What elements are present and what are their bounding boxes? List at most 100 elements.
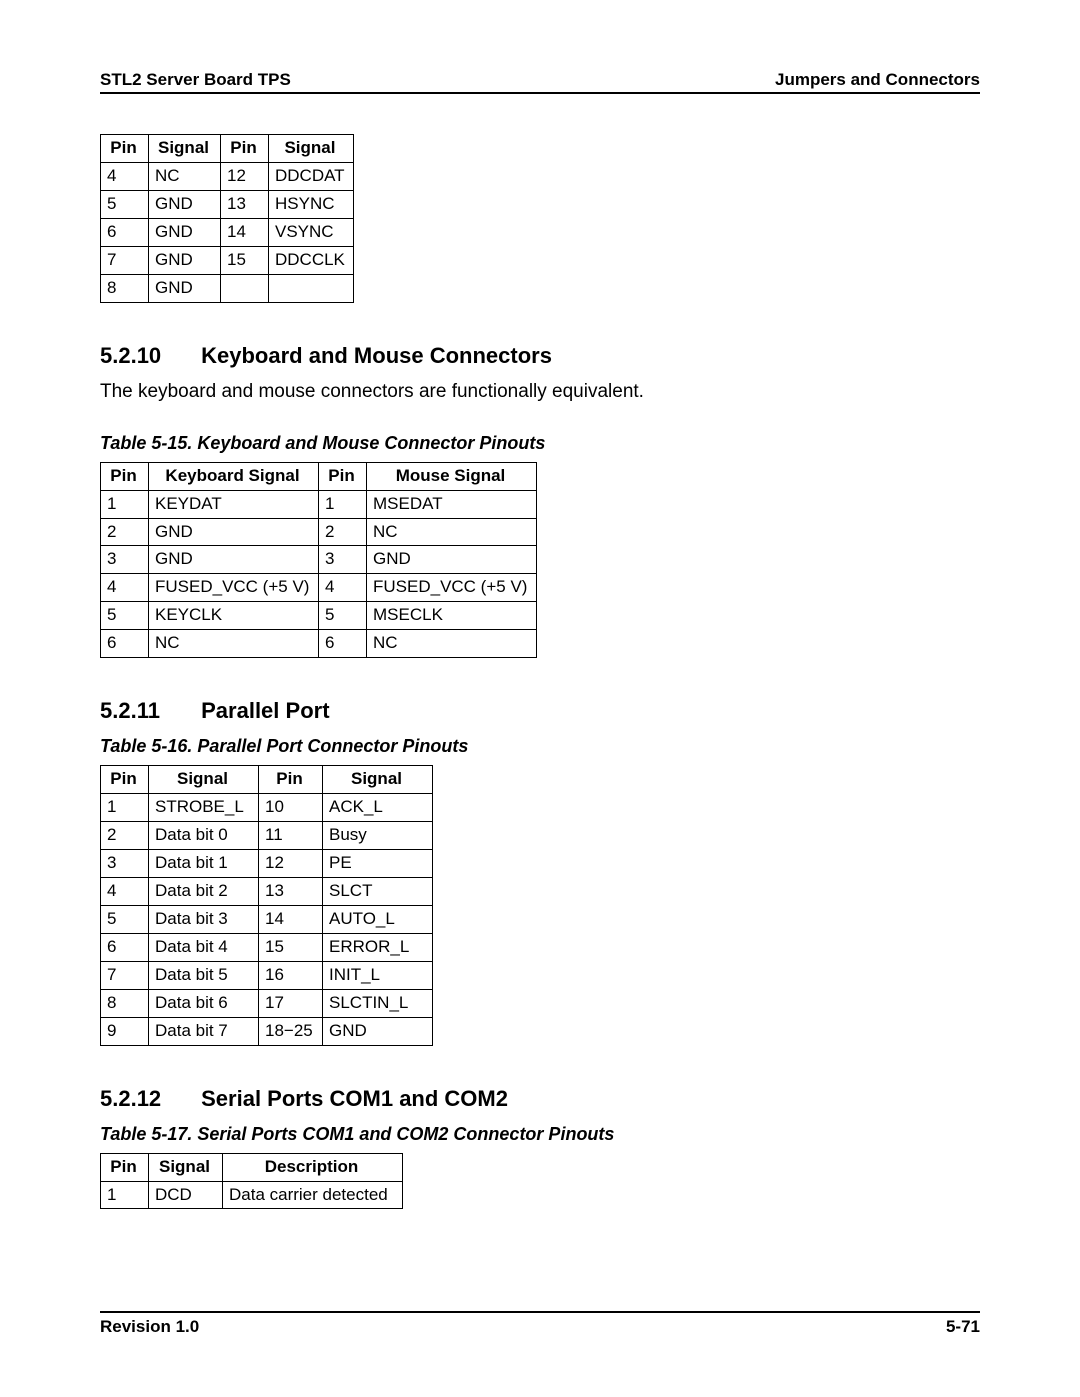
table-cell: PE — [323, 850, 433, 878]
serial-ports-table: Pin Signal Description 1DCDData carrier … — [100, 1153, 403, 1210]
col-header: Signal — [323, 766, 433, 794]
col-header: Pin — [319, 462, 367, 490]
section-title: Keyboard and Mouse Connectors — [201, 343, 552, 368]
table-cell: 12 — [221, 162, 269, 190]
table-cell: 11 — [259, 822, 323, 850]
table-cell: 15 — [259, 933, 323, 961]
table-cell: 17 — [259, 989, 323, 1017]
table-row: 6Data bit 415ERROR_L — [101, 933, 433, 961]
parallel-port-table: Pin Signal Pin Signal 1STROBE_L10ACK_L2D… — [100, 765, 433, 1045]
table-cell: Busy — [323, 822, 433, 850]
table-row: 7Data bit 516INIT_L — [101, 961, 433, 989]
table-cell: 4 — [101, 877, 149, 905]
table-cell: 5 — [101, 190, 149, 218]
table-row: 8GND — [101, 274, 354, 302]
table-cell: Data bit 7 — [149, 1017, 259, 1045]
table-cell: SLCT — [323, 877, 433, 905]
table-cell: 1 — [101, 490, 149, 518]
table-cell: 5 — [101, 905, 149, 933]
table-row: 4FUSED_VCC (+5 V)4FUSED_VCC (+5 V) — [101, 574, 537, 602]
table-cell: 14 — [221, 218, 269, 246]
col-header: Signal — [269, 135, 354, 163]
table-cell: GND — [149, 518, 319, 546]
table-header-row: Pin Signal Pin Signal — [101, 135, 354, 163]
table-cell: FUSED_VCC (+5 V) — [149, 574, 319, 602]
table-cell: 5 — [319, 602, 367, 630]
col-header: Pin — [221, 135, 269, 163]
table-cell: GND — [149, 546, 319, 574]
table-caption: Table 5-17. Serial Ports COM1 and COM2 C… — [100, 1124, 980, 1145]
table-row: 2GND2NC — [101, 518, 537, 546]
table-cell: Data bit 4 — [149, 933, 259, 961]
footer-left: Revision 1.0 — [100, 1317, 199, 1337]
table-cell: DDCDAT — [269, 162, 354, 190]
col-header: Keyboard Signal — [149, 462, 319, 490]
table-body: 4NC12DDCDAT5GND13HSYNC6GND14VSYNC7GND15D… — [101, 162, 354, 302]
table-row: 3Data bit 112PE — [101, 850, 433, 878]
table-cell: AUTO_L — [323, 905, 433, 933]
table-header-row: Pin Signal Description — [101, 1153, 403, 1181]
page-header: STL2 Server Board TPS Jumpers and Connec… — [100, 70, 980, 94]
table-cell: 4 — [319, 574, 367, 602]
table-cell: 6 — [101, 630, 149, 658]
section-heading: 5.2.10 Keyboard and Mouse Connectors — [100, 343, 980, 369]
table-body: 1STROBE_L10ACK_L2Data bit 011Busy3Data b… — [101, 794, 433, 1045]
section-number: 5.2.12 — [100, 1086, 195, 1112]
table-cell: 18−25 — [259, 1017, 323, 1045]
table-cell: 4 — [101, 574, 149, 602]
table-row: 4NC12DDCDAT — [101, 162, 354, 190]
table-cell: NC — [149, 630, 319, 658]
table-cell: 7 — [101, 961, 149, 989]
col-header: Pin — [101, 135, 149, 163]
table-cell: 3 — [101, 546, 149, 574]
table-cell: 3 — [101, 850, 149, 878]
col-header: Pin — [101, 1153, 149, 1181]
table-cell: Data bit 1 — [149, 850, 259, 878]
table-cell: 10 — [259, 794, 323, 822]
table-cell: 15 — [221, 246, 269, 274]
section-parallel-port: 5.2.11 Parallel Port Table 5-16. Paralle… — [100, 698, 980, 1045]
table-row: 2Data bit 011Busy — [101, 822, 433, 850]
section-keyboard-mouse: 5.2.10 Keyboard and Mouse Connectors The… — [100, 343, 980, 659]
table-cell: Data bit 6 — [149, 989, 259, 1017]
table-row: 1DCDData carrier detected — [101, 1181, 403, 1209]
table-row: 1KEYDAT1MSEDAT — [101, 490, 537, 518]
col-header: Mouse Signal — [367, 462, 537, 490]
table-cell: GND — [149, 274, 221, 302]
section-title: Parallel Port — [201, 698, 329, 723]
table-row: 5GND13HSYNC — [101, 190, 354, 218]
table-cell: 13 — [259, 877, 323, 905]
table-body: 1KEYDAT1MSEDAT2GND2NC3GND3GND4FUSED_VCC … — [101, 490, 537, 658]
table-cell: 4 — [101, 162, 149, 190]
table-cell: Data bit 5 — [149, 961, 259, 989]
table-cell: 1 — [101, 1181, 149, 1209]
table-cell: HSYNC — [269, 190, 354, 218]
table-cell: 6 — [101, 933, 149, 961]
page: STL2 Server Board TPS Jumpers and Connec… — [0, 0, 1080, 1397]
table-cell: 1 — [101, 794, 149, 822]
page-footer: Revision 1.0 5-71 — [100, 1311, 980, 1337]
table-cell: DCD — [149, 1181, 223, 1209]
col-header: Signal — [149, 135, 221, 163]
table-row: 6NC6NC — [101, 630, 537, 658]
col-header: Pin — [101, 462, 149, 490]
section-number: 5.2.11 — [100, 698, 195, 724]
table-row: 8Data bit 617SLCTIN_L — [101, 989, 433, 1017]
table-cell: KEYDAT — [149, 490, 319, 518]
section-serial-ports: 5.2.12 Serial Ports COM1 and COM2 Table … — [100, 1086, 980, 1210]
table-row: 7GND15DDCCLK — [101, 246, 354, 274]
table-cell: GND — [149, 218, 221, 246]
table-cell: Data bit 3 — [149, 905, 259, 933]
col-header: Pin — [101, 766, 149, 794]
section-title: Serial Ports COM1 and COM2 — [201, 1086, 508, 1111]
table-cell: MSEDAT — [367, 490, 537, 518]
table-cell: 1 — [319, 490, 367, 518]
table-cell: 2 — [101, 822, 149, 850]
table-cell: VSYNC — [269, 218, 354, 246]
table-cell: 5 — [101, 602, 149, 630]
table-cell: 8 — [101, 989, 149, 1017]
header-right: Jumpers and Connectors — [775, 70, 980, 90]
table-cell: DDCCLK — [269, 246, 354, 274]
table-cell — [221, 274, 269, 302]
table-cell: NC — [367, 630, 537, 658]
